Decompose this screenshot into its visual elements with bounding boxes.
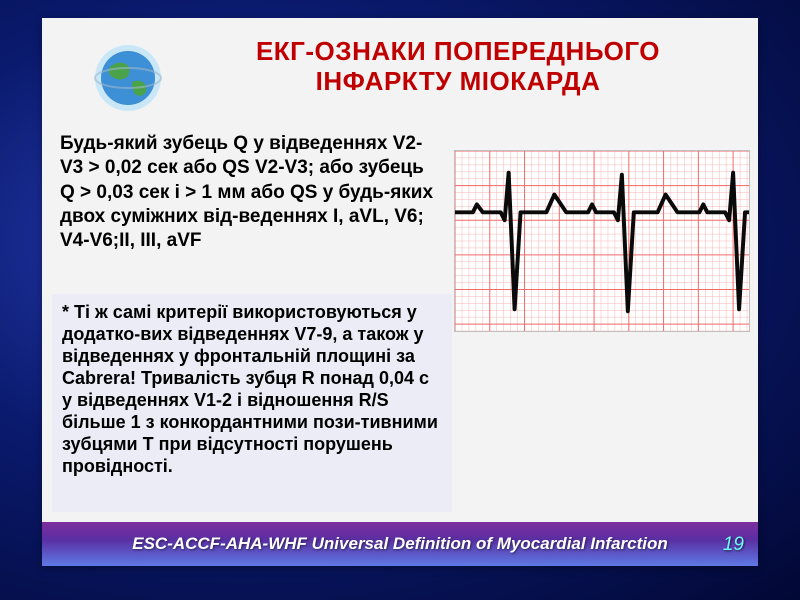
note-text: * Ті ж самі критерії використовуються у … — [62, 302, 442, 478]
ecg-chart — [454, 150, 750, 332]
footer-text: ESC-ACCF-AHA-WHF Universal Definition of… — [132, 534, 668, 554]
title-line-1: ЕКГ-ОЗНАКИ ПОПЕРЕДНЬОГО — [191, 37, 725, 67]
slide-title: ЕКГ-ОЗНАКИ ПОПЕРЕДНЬОГО ІНФАРКТУ МІОКАРД… — [182, 32, 734, 104]
page-number: 19 — [723, 534, 744, 556]
criteria-paragraph: Будь-який зубець Q у відведеннях V2-V3 >… — [60, 132, 438, 254]
footer-bar: ESC-ACCF-AHA-WHF Universal Definition of… — [42, 522, 758, 566]
globe-icon — [92, 42, 164, 114]
note-box: * Ті ж самі критерії використовуються у … — [52, 294, 452, 512]
title-line-2: ІНФАРКТУ МІОКАРДА — [191, 67, 725, 97]
slide-panel: ЕКГ-ОЗНАКИ ПОПЕРЕДНЬОГО ІНФАРКТУ МІОКАРД… — [42, 18, 758, 566]
